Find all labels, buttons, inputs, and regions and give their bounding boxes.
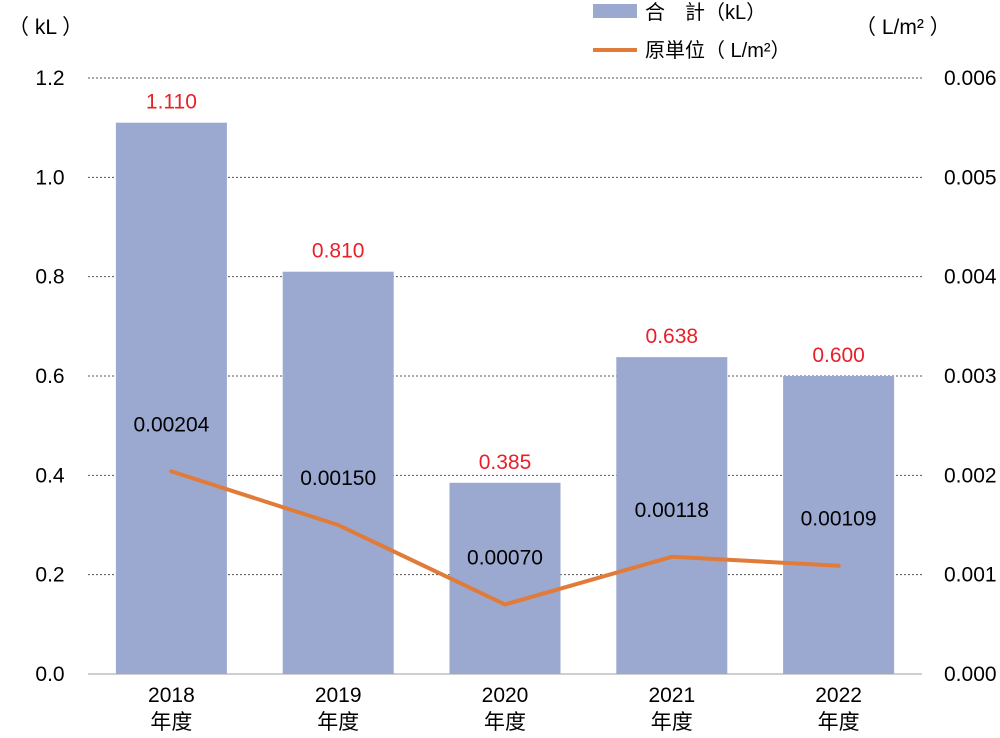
legend-line-label: 原単位（ L/m²） xyxy=(645,39,791,62)
category-label-line: 2022 xyxy=(815,684,862,707)
line-point xyxy=(836,563,841,568)
right-axis-tick-label: 0.006 xyxy=(944,67,997,90)
bar xyxy=(449,482,561,674)
right-axis-tick-label: 0.004 xyxy=(944,266,997,289)
category-label: 2022 年度 xyxy=(815,684,862,734)
left-axis-tick-label: 0.8 xyxy=(35,266,64,289)
line-point xyxy=(169,469,174,474)
category-label-line: 年度 xyxy=(484,711,526,734)
category-label-line: 2019 xyxy=(315,684,362,707)
bar xyxy=(115,122,227,674)
right-axis-tick-label: 0.001 xyxy=(944,564,997,587)
line-value-label: 0.00070 xyxy=(467,546,543,569)
bar-value-label: 0.385 xyxy=(479,451,532,474)
left-axis-tick-label: 0.4 xyxy=(35,464,65,487)
right-axis-tick-label: 0.002 xyxy=(944,464,997,487)
category-label-line: 年度 xyxy=(818,711,860,734)
bar xyxy=(783,376,895,674)
category-label: 2018 年度 xyxy=(148,684,195,734)
legend-bar-swatch xyxy=(593,4,637,18)
right-axis-unit-label: （ L/m² ） xyxy=(855,16,951,39)
right-axis-ticks: 0.000 0.001 0.002 0.003 0.004 0.005 0.006 xyxy=(944,67,997,686)
legend-bar-label: 合 計（kL） xyxy=(645,1,766,24)
bar-series: 1.110 0.810 0.385 0.638 0.600 xyxy=(115,91,895,674)
left-axis-unit-label: （ kL ） xyxy=(8,16,83,39)
bar xyxy=(616,357,728,674)
line-value-label: 0.00204 xyxy=(133,413,209,436)
bar xyxy=(282,271,394,674)
category-label-line: 2018 xyxy=(148,684,195,707)
right-axis-tick-label: 0.000 xyxy=(944,663,997,686)
line-value-label: 0.00109 xyxy=(801,508,877,531)
category-label-line: 2021 xyxy=(648,684,695,707)
left-axis-tick-label: 1.2 xyxy=(35,67,64,90)
left-axis-tick-label: 0.2 xyxy=(35,564,64,587)
bar-value-label: 0.810 xyxy=(312,240,365,263)
line-value-label: 0.00150 xyxy=(300,467,376,490)
category-label-line: 年度 xyxy=(317,711,359,734)
left-axis-ticks: 0.0 0.2 0.4 0.6 0.8 1.0 1.2 xyxy=(35,67,65,686)
line-point xyxy=(336,523,341,527)
left-axis-tick-label: 0.6 xyxy=(35,365,64,388)
bar-value-label: 1.110 xyxy=(146,91,197,114)
category-label: 2021 年度 xyxy=(648,684,695,734)
category-axis-labels: 2018 年度 2019 年度 2020 年度 2021 年度 2022 年度 xyxy=(148,684,862,734)
line-series: 0.00204 0.00150 0.00070 0.00118 0.00109 xyxy=(133,413,877,607)
line-point xyxy=(669,554,674,559)
bar-value-label: 0.600 xyxy=(812,344,865,367)
right-axis-tick-label: 0.003 xyxy=(944,365,997,388)
line-point xyxy=(503,602,507,607)
category-label-line: 年度 xyxy=(150,711,192,734)
category-label-line: 年度 xyxy=(651,711,693,734)
category-label: 2020 年度 xyxy=(482,684,529,734)
legend: 合 計（kL） 原単位（ L/m²） xyxy=(593,1,791,62)
bar-value-label: 0.638 xyxy=(646,325,699,348)
line-value-label: 0.00118 xyxy=(635,499,709,522)
left-axis-tick-label: 0.0 xyxy=(35,663,64,686)
left-axis-tick-label: 1.0 xyxy=(35,166,64,189)
category-label: 2019 年度 xyxy=(315,684,362,734)
category-label-line: 2020 xyxy=(482,684,529,707)
right-axis-tick-label: 0.005 xyxy=(944,166,997,189)
